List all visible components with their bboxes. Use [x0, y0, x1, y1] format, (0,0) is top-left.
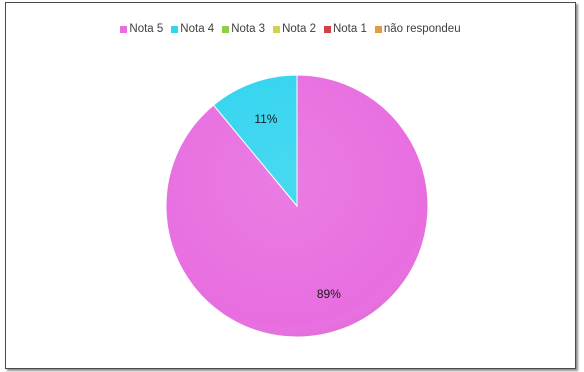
legend-label-nota-3: Nota 3 — [231, 23, 266, 35]
legend-label-nota-2: Nota 2 — [282, 23, 316, 35]
legend-swatch-nota-5 — [120, 25, 128, 33]
data-label-nota-4: 11% — [254, 112, 277, 126]
legend-swatch-nota-2 — [273, 25, 281, 33]
legend-item-nota-2: Nota 2 — [273, 23, 316, 35]
legend-item-nota-3: Nota 3 — [222, 23, 265, 35]
legend-item-nota-1: Nota 1 — [323, 23, 367, 35]
legend-label-nao-respondeu: não respondeu — [383, 23, 461, 35]
data-label-nota-5: 89% — [317, 287, 341, 301]
pie-chart: 89% 11% — [165, 74, 429, 338]
legend-label-nota-5: Nota 5 — [129, 23, 164, 35]
legend-swatch-nao-respondeu — [374, 25, 382, 33]
legend-label-nota-1: Nota 1 — [332, 23, 367, 35]
chart-frame: Nota 5 Nota 4 Nota 3 Nota 2 Nota 1 não r… — [5, 2, 576, 369]
legend-item-nota-5: Nota 5 — [120, 23, 163, 35]
legend-swatch-nota-1 — [323, 25, 331, 33]
legend-swatch-nota-3 — [222, 25, 230, 33]
legend-item-nao-respondeu: não respondeu — [374, 23, 461, 35]
legend-swatch-nota-4 — [171, 25, 179, 33]
legend-label-nota-4: Nota 4 — [180, 23, 215, 35]
chart-legend: Nota 5 Nota 4 Nota 3 Nota 2 Nota 1 não r… — [6, 23, 575, 35]
legend-item-nota-4: Nota 4 — [171, 23, 214, 35]
